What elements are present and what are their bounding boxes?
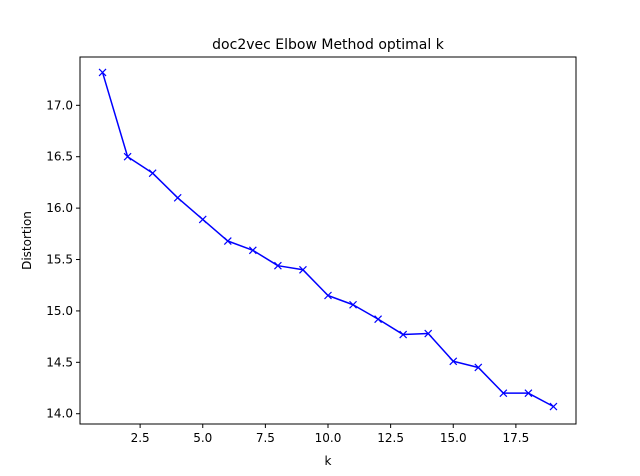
data-point-marker (273, 261, 282, 270)
data-point-marker (349, 300, 357, 309)
x-tick-label: 5.0 (193, 431, 212, 445)
y-tick-label: 17.0 (46, 98, 73, 112)
y-tick-label: 14.0 (46, 407, 73, 421)
marker-stroke (248, 246, 257, 255)
y-tick-label: 16.0 (46, 201, 73, 215)
chart-title: doc2vec Elbow Method optimal k (212, 37, 445, 53)
data-point-marker (424, 329, 433, 338)
x-tick-label: 17.5 (503, 431, 530, 445)
data-point-marker (549, 402, 558, 411)
x-tick-label: 10.0 (315, 431, 342, 445)
marker-stroke (123, 152, 132, 161)
marker-stroke (173, 193, 182, 202)
marker-stroke (549, 402, 558, 411)
marker-stroke (524, 389, 533, 398)
marker-stroke (273, 261, 282, 270)
marker-stroke (499, 389, 508, 398)
y-tick-label: 14.5 (46, 355, 73, 369)
data-point-marker (324, 291, 332, 300)
plot-area (98, 68, 558, 411)
x-axis-label: k (325, 454, 332, 468)
data-point-marker (173, 193, 182, 202)
data-point-marker (198, 215, 207, 224)
data-point-marker (248, 246, 257, 255)
y-tick-label: 15.0 (46, 304, 73, 318)
x-tick-label: 2.5 (131, 431, 150, 445)
marker-stroke (148, 169, 157, 178)
marker-stroke (474, 363, 483, 372)
y-tick-label: 16.5 (46, 150, 73, 164)
marker-stroke (324, 291, 332, 300)
marker-stroke (399, 330, 408, 339)
marker-stroke (374, 315, 383, 324)
x-tick-label: 7.5 (256, 431, 275, 445)
data-point-marker (223, 237, 232, 245)
marker-stroke (98, 68, 107, 77)
data-point-marker (474, 363, 483, 372)
data-point-marker (98, 68, 107, 77)
y-tick-label: 15.5 (46, 253, 73, 267)
data-point-marker (148, 169, 157, 178)
marker-stroke (299, 265, 307, 274)
data-point-marker (449, 357, 458, 366)
x-tick-label: 12.5 (377, 431, 404, 445)
marker-stroke (449, 357, 458, 366)
data-point-marker (299, 265, 307, 274)
marker-stroke (198, 215, 207, 224)
marker-stroke (223, 237, 232, 245)
data-point-marker (524, 389, 533, 398)
marker-stroke (349, 300, 357, 309)
axis-ticks: 2.5 5.0 7.5 10.0 12.5 15.0 17.5 14.0 14.5 15.0 15.… (46, 98, 529, 445)
x-tick-label: 15.0 (440, 431, 467, 445)
marker-stroke (424, 329, 433, 338)
data-point-marker (499, 389, 508, 398)
data-point-marker (374, 315, 383, 324)
y-axis-label: Distortion (20, 211, 34, 270)
data-point-marker (123, 152, 132, 161)
data-point-marker (399, 330, 408, 339)
